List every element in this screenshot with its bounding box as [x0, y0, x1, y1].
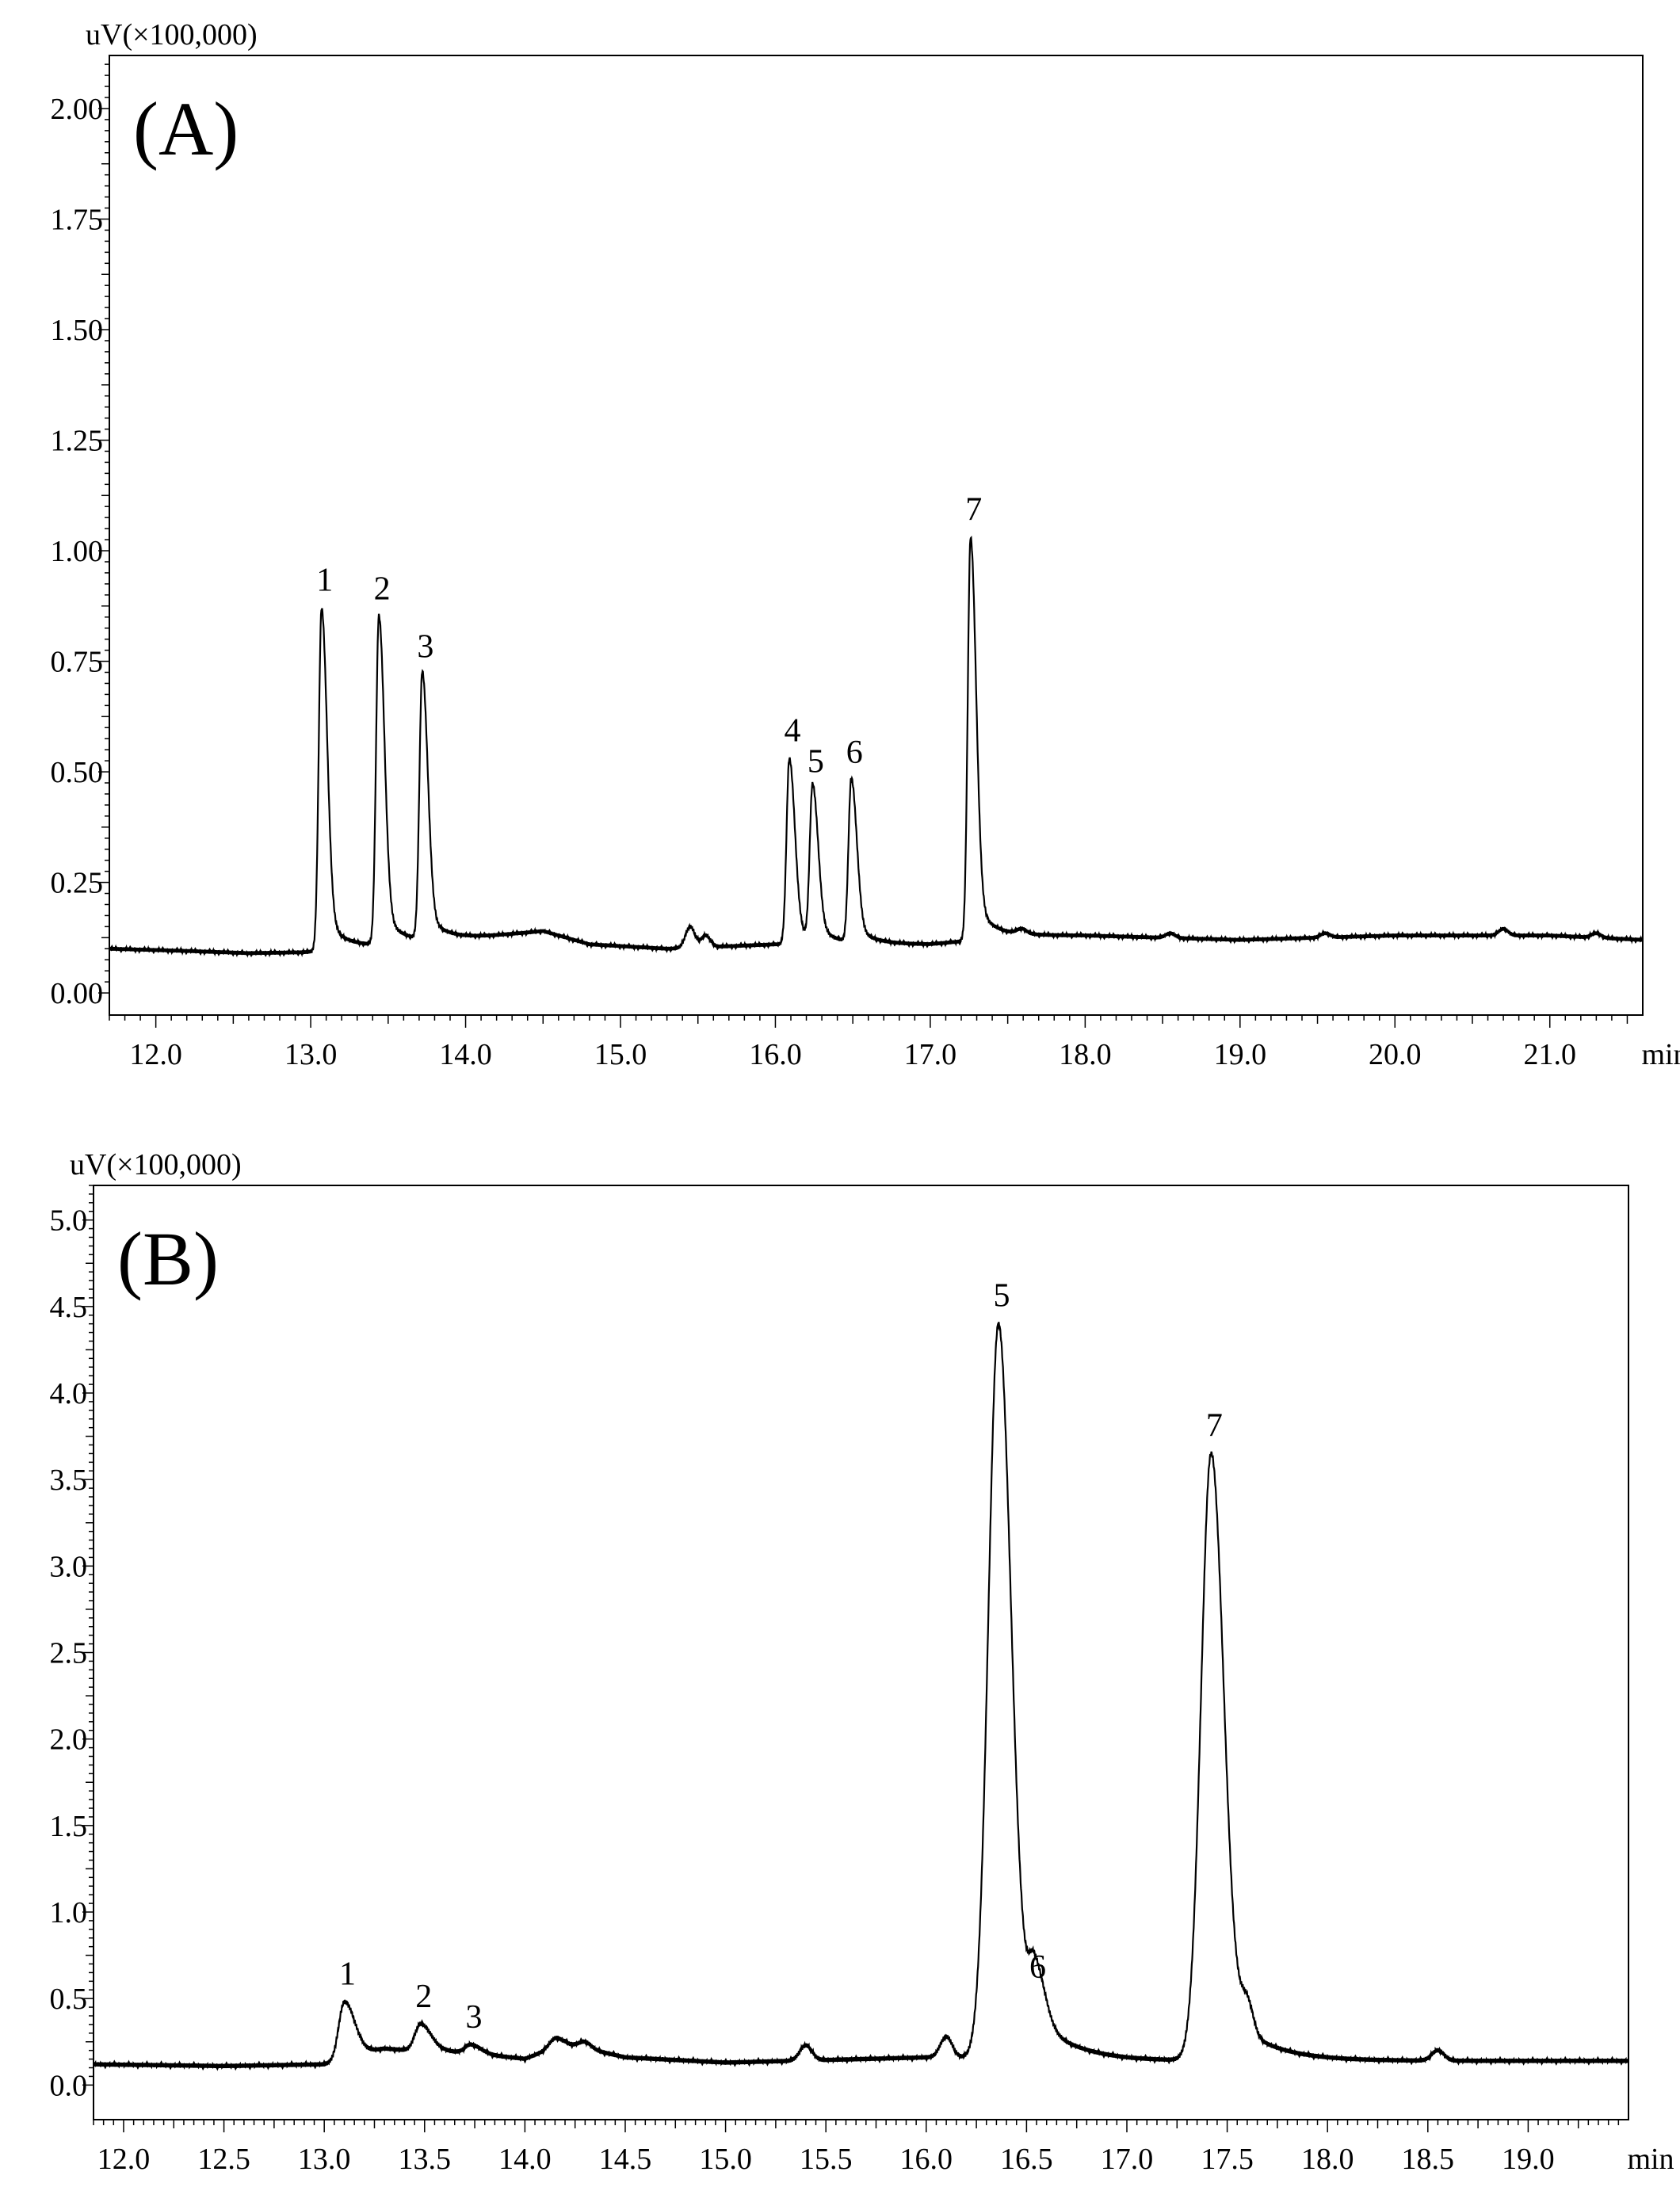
x-tick-label: 15.0 [699, 2143, 752, 2176]
y-tick-label: 4.0 [50, 1377, 88, 1410]
peak-label: 5 [993, 1278, 1010, 1315]
x-tick-label: 19.0 [1214, 1038, 1267, 1071]
peak-label: 5 [808, 743, 824, 780]
y-axis-label: uV(×100,000) [70, 1148, 242, 1181]
y-tick-label: 1.5 [50, 1810, 88, 1843]
x-tick-label: 15.5 [800, 2143, 853, 2176]
x-tick-label: 13.0 [298, 2143, 351, 2176]
y-tick-label: 1.75 [51, 203, 104, 236]
x-tick-label: 17.0 [904, 1038, 957, 1071]
peak-label: 2 [374, 571, 391, 608]
x-tick-label: 13.5 [399, 2143, 452, 2176]
plot-frame [109, 55, 1644, 1016]
peak-label: 3 [466, 1999, 483, 2036]
y-tick-label: 0.25 [51, 867, 104, 900]
x-tick-label: 17.0 [1101, 2143, 1154, 2176]
y-tick-label: 1.50 [51, 314, 104, 347]
y-tick-label: 2.0 [50, 1723, 88, 1757]
x-tick-label: 13.0 [284, 1038, 338, 1071]
peak-label: 3 [417, 628, 433, 665]
panel-label: (A) [133, 86, 239, 171]
plot-frame [93, 1185, 1629, 2120]
x-axis-unit: min [1641, 1038, 1680, 1071]
y-tick-label: 3.0 [50, 1550, 88, 1583]
x-tick-label: 18.5 [1402, 2143, 1455, 2176]
x-tick-label: 14.5 [599, 2143, 652, 2176]
peak-label: 4 [785, 712, 801, 749]
peak-label: 7 [965, 491, 982, 528]
y-tick-label: 0.75 [51, 646, 104, 679]
y-tick-label: 0.5 [50, 1983, 88, 2016]
x-tick-label: 16.5 [1000, 2143, 1053, 2176]
y-tick-label: 0.0 [50, 2069, 88, 2102]
y-tick-label: 3.5 [50, 1464, 88, 1497]
y-tick-label: 2.5 [50, 1637, 88, 1670]
x-tick-label: 18.0 [1059, 1038, 1112, 1071]
x-tick-label: 18.0 [1301, 2143, 1354, 2176]
y-tick-label: 1.25 [51, 425, 104, 458]
y-tick-label: 0.00 [51, 977, 104, 1010]
peak-label: 6 [1029, 1949, 1046, 1986]
peak-label: 6 [846, 735, 863, 771]
x-tick-label: 20.0 [1369, 1038, 1422, 1071]
y-tick-label: 2.00 [51, 93, 104, 126]
signal-trace [108, 535, 1644, 958]
peak-label: 1 [339, 1956, 356, 1993]
x-tick-label: 12.5 [197, 2143, 250, 2176]
signal-trace [92, 1322, 1630, 2071]
y-tick-label: 4.5 [50, 1291, 88, 1324]
y-tick-label: 1.0 [50, 1896, 88, 1929]
x-axis-unit: min [1627, 2143, 1674, 2176]
y-tick-label: 0.50 [51, 756, 104, 789]
x-tick-label: 16.0 [900, 2143, 953, 2176]
x-tick-label: 12.0 [97, 2143, 151, 2176]
y-tick-label: 1.00 [51, 535, 104, 568]
peak-label: 2 [415, 1979, 432, 2015]
y-axis-label: uV(×100,000) [86, 18, 258, 52]
x-tick-label: 16.0 [749, 1038, 802, 1071]
x-tick-label: 17.5 [1201, 2143, 1254, 2176]
chart-panel-a: uV(×100,000) (A) 0.00 0.25 0.50 0.75 1.00 1.25 1… [51, 18, 1680, 1071]
x-tick-label: 19.0 [1502, 2143, 1555, 2176]
x-tick-label: 14.0 [498, 2143, 552, 2176]
x-tick-label: 14.0 [439, 1038, 492, 1071]
x-tick-label: 15.0 [594, 1038, 647, 1071]
chart-panel-b: uV(×100,000) (B) 0.0 0.5 1.0 1.5 2.0 2.5 3.0 3.5 4… [50, 1148, 1674, 2176]
peak-label: 7 [1206, 1407, 1223, 1444]
y-tick-label: 5.0 [50, 1204, 88, 1238]
panel-label: (B) [117, 1216, 219, 1301]
peak-label: 1 [316, 563, 333, 599]
x-tick-label: 21.0 [1523, 1038, 1576, 1071]
x-tick-label: 12.0 [129, 1038, 182, 1071]
